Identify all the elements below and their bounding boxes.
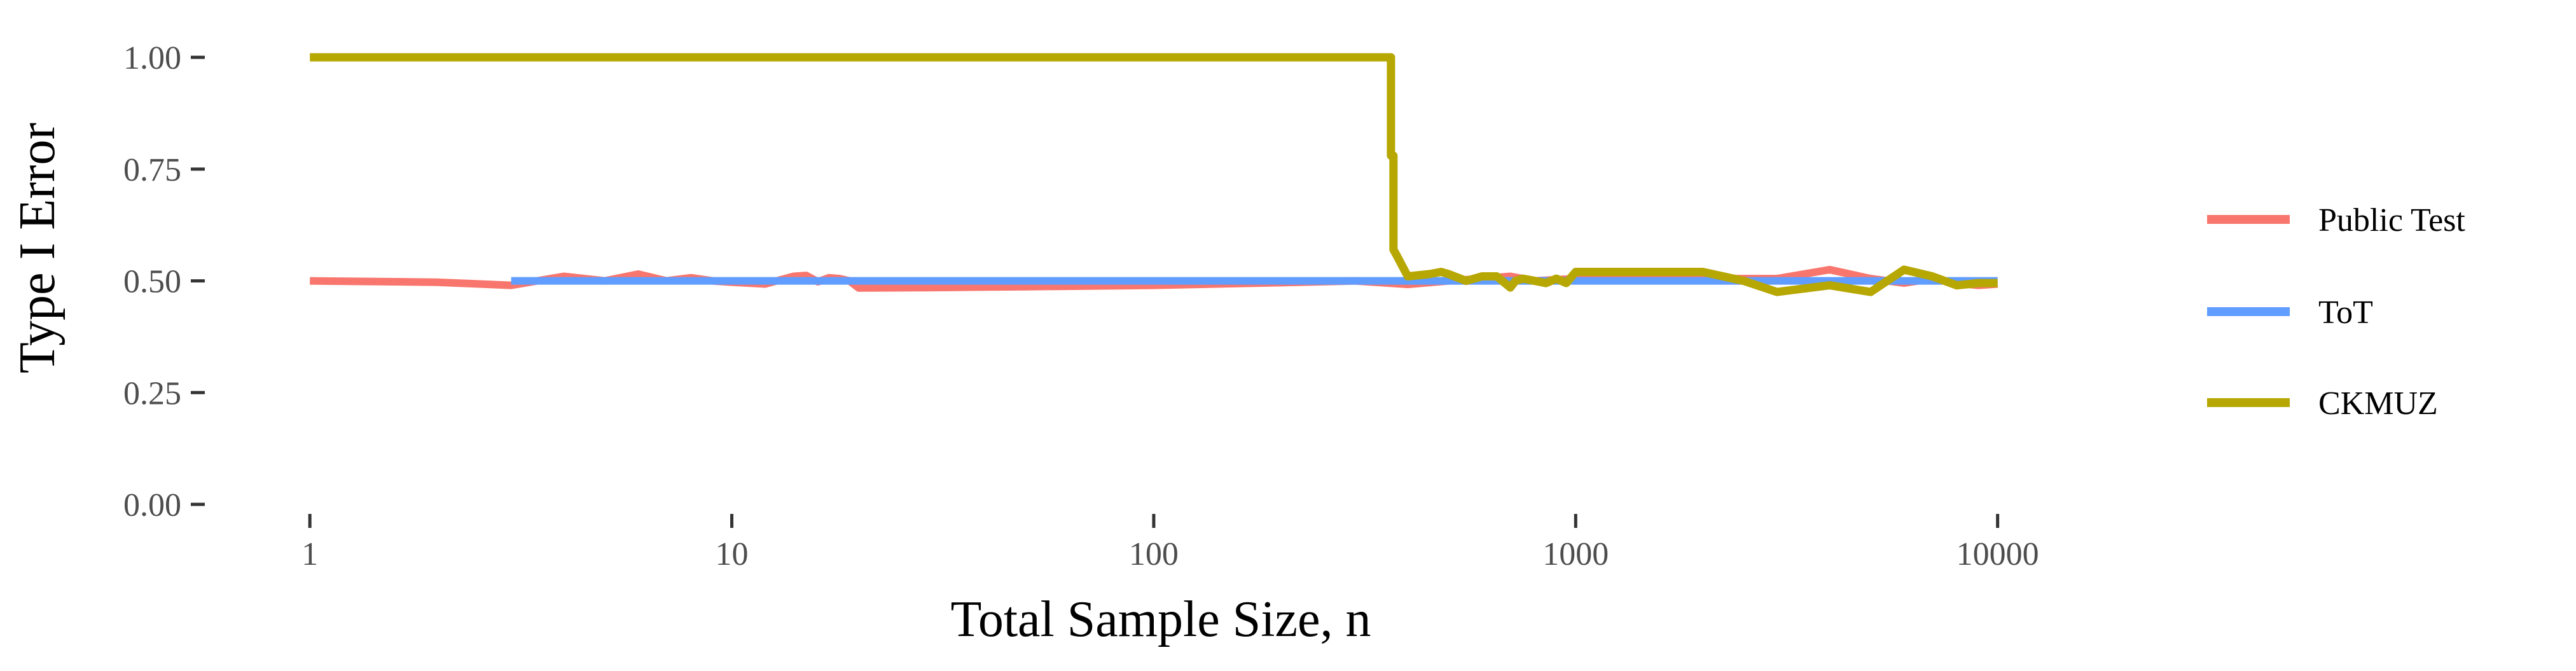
y-axis: 0.00 0.25 0.50 0.75 1.00	[123, 40, 205, 523]
y-tick-label: 0.75	[123, 152, 181, 188]
y-tick-label: 0.00	[123, 487, 181, 523]
x-tick-label: 10000	[1956, 536, 2039, 572]
x-tick-label: 1	[301, 536, 318, 572]
x-tick-label: 1000	[1542, 536, 1609, 572]
y-tick-label: 0.25	[123, 375, 181, 412]
x-axis-title: Total Sample Size, n	[951, 591, 1371, 647]
legend-label-public-test: Public Test	[2318, 202, 2465, 239]
y-tick-label: 1.00	[123, 40, 181, 76]
x-tick-label: 10	[716, 536, 749, 572]
legend-label-tot: ToT	[2318, 294, 2373, 331]
legend-label-ckmuz: CKMUZ	[2318, 385, 2438, 422]
y-tick-label: 0.50	[123, 264, 181, 300]
x-axis: 1 10 100 1000 10000	[301, 514, 2039, 572]
legend: Public Test ToT CKMUZ	[2207, 202, 2465, 422]
plot-lines	[310, 53, 1998, 296]
y-axis-title: Type I Error	[10, 123, 66, 373]
series-line-ckmuz	[310, 53, 1998, 296]
x-tick-label: 100	[1129, 536, 1179, 572]
